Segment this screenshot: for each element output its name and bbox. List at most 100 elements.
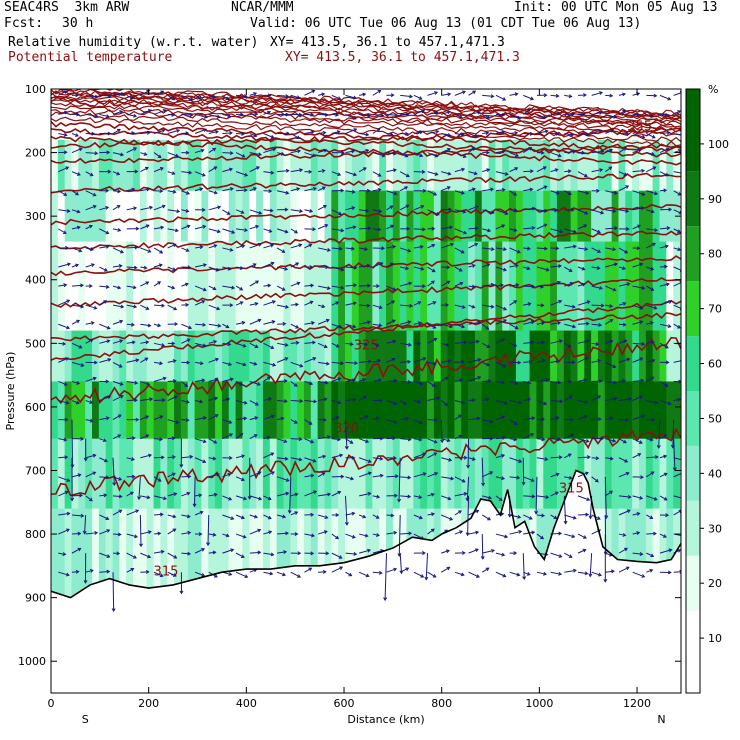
wind-vector [359, 304, 370, 307]
wind-vector [482, 549, 495, 554]
wind-vector [249, 361, 257, 365]
rh-cell [440, 241, 449, 332]
wind-vector [126, 568, 134, 573]
rh-cell [276, 438, 285, 510]
wind-vector [495, 338, 505, 344]
rh-cell [543, 139, 552, 192]
wind-vector [509, 457, 522, 463]
wind-vector [181, 323, 192, 329]
wind-vector-head [199, 399, 204, 404]
wind-vector [153, 532, 161, 535]
rh-cell [242, 381, 251, 440]
wind-vector [605, 340, 613, 344]
wind-vector-head [157, 154, 162, 159]
theta-contour-label: 325 [354, 339, 379, 354]
wind-vector-head [490, 282, 495, 287]
wind-vector [263, 495, 272, 500]
rh-cell [208, 508, 217, 599]
wind-vector-head [582, 112, 586, 117]
wind-vector [276, 438, 287, 443]
wind-vector [550, 209, 558, 212]
rh-cell [262, 330, 271, 383]
wind-vector-head [282, 321, 287, 326]
wind-vector [564, 190, 572, 195]
wind-vector [659, 132, 670, 135]
rh-cell [167, 241, 176, 332]
wind-vector-head [80, 283, 84, 288]
wind-vector-head [253, 133, 258, 138]
rh-cell [454, 330, 463, 383]
wind-vector [400, 380, 411, 383]
rh-cell [283, 438, 292, 510]
wind-vector-head [76, 225, 81, 230]
wind-vector-head [117, 228, 122, 232]
rh-cell [529, 381, 538, 440]
wind-vector [618, 302, 626, 306]
rh-cell [221, 508, 230, 599]
wind-vector-head [299, 363, 304, 368]
wind-vector-head [609, 93, 614, 98]
wind-vector-head [392, 339, 397, 344]
wind-vector [140, 188, 150, 192]
wind-vector-head [106, 569, 111, 574]
theta-contour-line [51, 99, 681, 131]
wind-vector [85, 113, 98, 117]
wind-vector [550, 228, 563, 233]
wind-vector-head [392, 436, 396, 441]
rh-cell [488, 190, 497, 243]
wind-vector [263, 244, 274, 249]
wind-vector-head [171, 285, 176, 290]
wind-vector [58, 400, 69, 404]
rh-cell [92, 190, 100, 243]
wind-vector [249, 551, 261, 554]
wind-vector [509, 132, 518, 135]
wind-vector-head [362, 92, 367, 97]
wind-vector-head [639, 357, 644, 361]
wind-vector [277, 417, 284, 421]
wind-vector-head [585, 190, 590, 195]
wind-vector-head [362, 378, 367, 382]
wind-vector [222, 152, 233, 154]
wind-vector-head [254, 112, 259, 117]
rh-cell [324, 438, 333, 510]
wind-vector [99, 529, 110, 535]
wind-vector-head [322, 454, 327, 459]
rh-cell [180, 330, 189, 383]
rh-cell [515, 438, 524, 510]
rh-cell [98, 139, 107, 192]
wind-vector-head [501, 112, 506, 117]
wind-vector-head [103, 493, 108, 498]
wind-vector [659, 455, 667, 459]
rh-cell [269, 381, 278, 440]
wind-vector-head [436, 396, 441, 401]
rh-cell [249, 241, 258, 332]
wind-vector-head [641, 134, 646, 139]
wind-vector-head [202, 322, 207, 327]
wind-vector [344, 495, 348, 525]
wind-vector-head [668, 207, 673, 212]
wind-vector [290, 262, 299, 268]
wind-vector-head [184, 383, 189, 388]
rh-cell [78, 438, 87, 510]
wind-vector [331, 416, 339, 421]
wind-vector [112, 152, 124, 156]
theta-contour-label: 355 [627, 119, 652, 134]
wind-vector-head [581, 266, 586, 271]
wind-vector-head [534, 510, 539, 515]
wind-vector-head [172, 528, 177, 532]
wind-vector [427, 266, 436, 273]
wind-vector-head [599, 168, 604, 172]
wind-vector [140, 552, 151, 558]
rh-cell [584, 139, 593, 192]
wind-vector [249, 495, 262, 500]
wind-vector [605, 263, 618, 268]
rh-cell [317, 139, 326, 192]
rh-cell [433, 139, 442, 192]
rh-cell [85, 330, 94, 383]
rh-cell [221, 139, 230, 192]
rh-cell [351, 381, 360, 440]
wind-vector [304, 474, 314, 478]
wind-vector-head [76, 381, 81, 385]
wind-vector [358, 415, 368, 421]
rh-cell [64, 190, 73, 243]
